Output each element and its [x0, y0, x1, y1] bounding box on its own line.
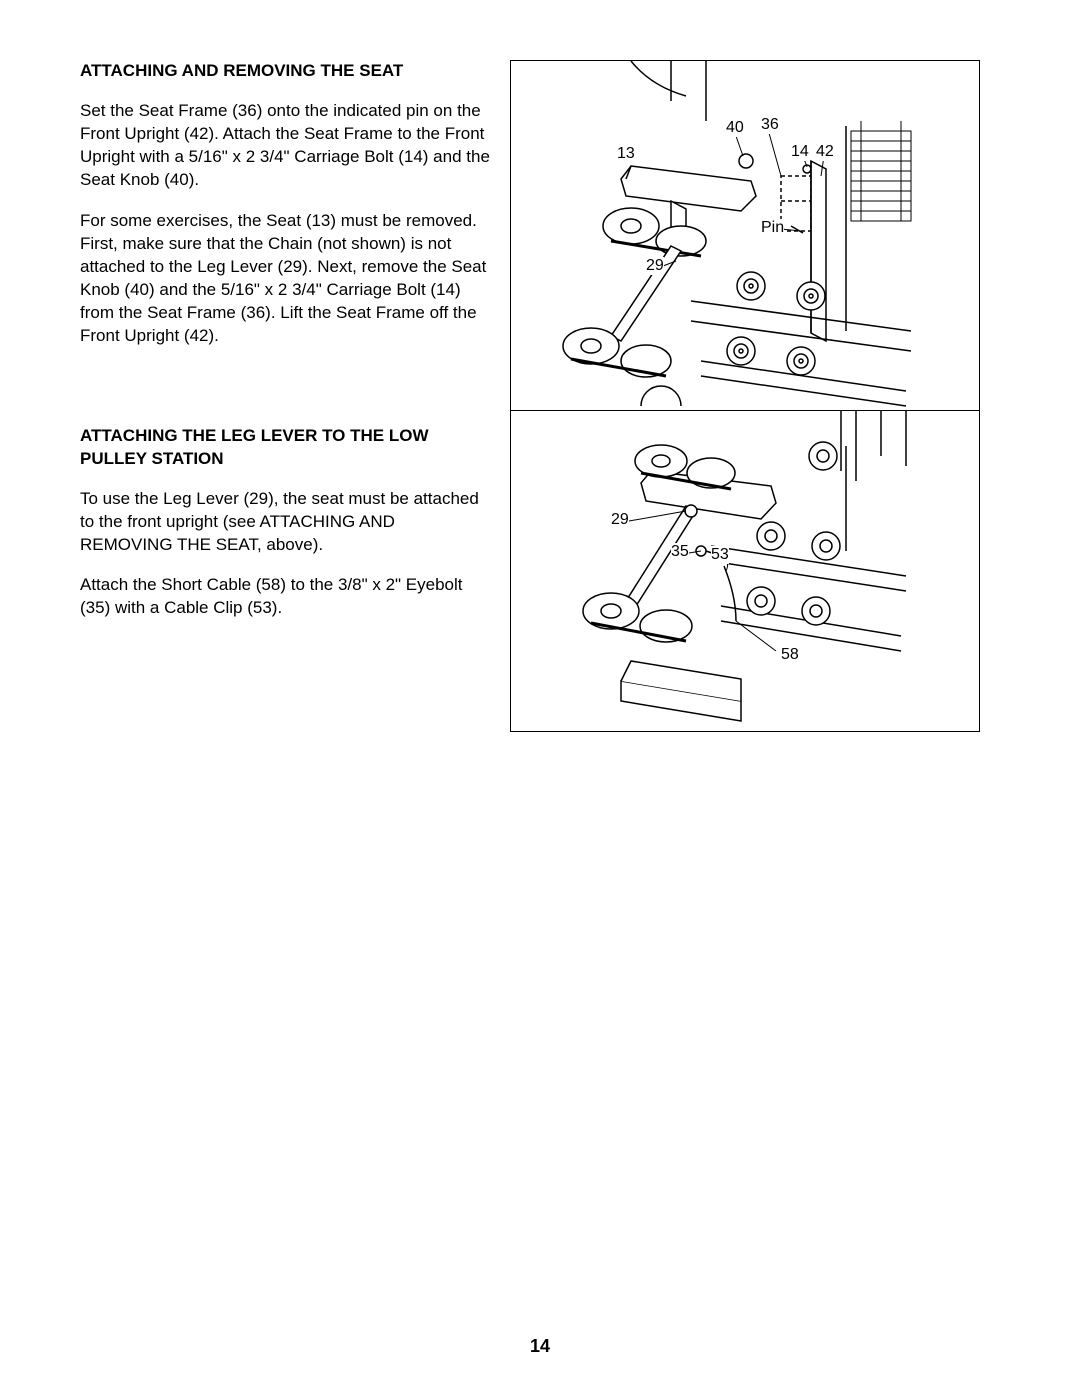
right-column: 40 36 13 14 42 Pin 29 [510, 60, 980, 732]
page-number: 14 [0, 1336, 1080, 1357]
page-content: ATTACHING AND REMOVING THE SEAT Set the … [0, 0, 1080, 772]
callout-42: 42 [816, 143, 834, 161]
callout-13: 13 [617, 145, 635, 163]
callout-35: 35 [671, 543, 689, 561]
left-column: ATTACHING AND REMOVING THE SEAT Set the … [80, 60, 490, 732]
section2-para2: Attach the Short Cable (58) to the 3/8" … [80, 574, 490, 620]
callout-pin: Pin [761, 219, 784, 237]
callout-14: 14 [791, 143, 809, 161]
diagram-top: 40 36 13 14 42 Pin 29 [511, 61, 979, 411]
diagram-bottom: 29 35 53 58 [511, 411, 979, 731]
callout-58: 58 [781, 646, 799, 664]
section2-heading: ATTACHING THE LEG LEVER TO THE LOW PULLE… [80, 425, 490, 469]
callout-29: 29 [646, 257, 664, 275]
diagram-container: 40 36 13 14 42 Pin 29 [510, 60, 980, 732]
callout-36: 36 [761, 116, 779, 134]
leg-lever-diagram-svg [511, 411, 979, 731]
callout-b29: 29 [611, 511, 629, 529]
section1-heading: ATTACHING AND REMOVING THE SEAT [80, 60, 490, 82]
section1-para1: Set the Seat Frame (36) onto the indicat… [80, 100, 490, 192]
callout-40: 40 [726, 119, 744, 137]
section1-para2: For some exercises, the Seat (13) must b… [80, 210, 490, 348]
seat-diagram-svg [511, 61, 979, 411]
section2-para1: To use the Leg Lever (29), the seat must… [80, 488, 490, 557]
callout-53: 53 [711, 546, 729, 564]
